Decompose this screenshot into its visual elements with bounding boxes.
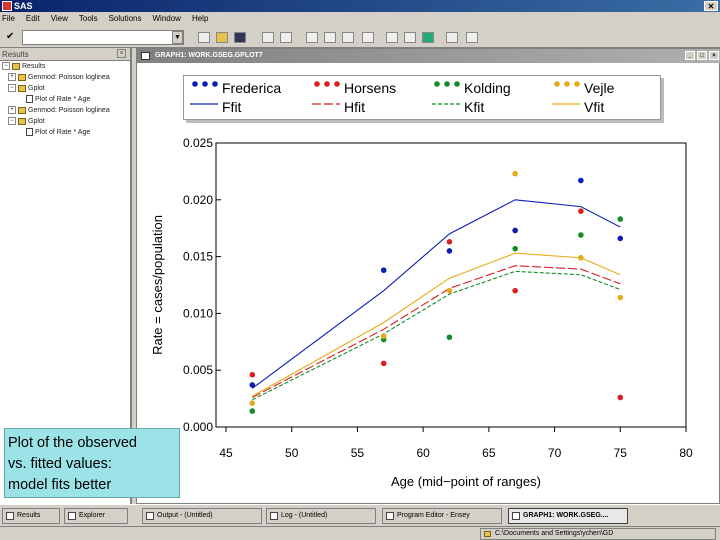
tree-item[interactable]: − Gplot — [0, 116, 130, 127]
collapse-icon[interactable]: − — [8, 117, 16, 126]
menu-view[interactable]: View — [50, 14, 68, 23]
maximize-icon[interactable]: □ — [697, 51, 707, 60]
callout-line: model fits better — [8, 477, 112, 493]
tree-item[interactable]: Plot of Rate * Age — [0, 127, 130, 138]
chevron-down-icon[interactable]: ▼ — [172, 31, 183, 44]
command-input[interactable] — [22, 30, 184, 45]
current-folder: C:\Documents and Settings\ychen\GD — [480, 528, 716, 540]
callout-line: Plot of the observed — [8, 435, 137, 451]
toolbar: ✔ ▼ — [0, 26, 720, 48]
collapse-icon[interactable]: − — [2, 62, 10, 71]
folder-icon — [18, 84, 26, 92]
task-log[interactable]: Log - (Untitled) — [266, 508, 376, 524]
window-taskbar: Results Explorer Output - (Untitled) Log… — [0, 504, 720, 526]
tree-item[interactable]: − Results — [0, 61, 130, 72]
tree-item[interactable]: + Genmod: Poisson loglinea — [0, 72, 130, 83]
save-icon[interactable] — [234, 32, 246, 43]
open-icon[interactable] — [216, 32, 228, 43]
undo-icon[interactable] — [362, 32, 374, 43]
collapse-icon[interactable]: − — [8, 84, 16, 93]
task-output[interactable]: Output - (Untitled) — [142, 508, 262, 524]
folder-icon — [12, 62, 20, 70]
help-icon[interactable] — [466, 32, 478, 43]
tree-item[interactable]: − Gplot — [0, 83, 130, 94]
log-icon — [270, 512, 278, 520]
check-icon[interactable]: ✔ — [6, 31, 15, 42]
copy-icon[interactable] — [324, 32, 336, 43]
plot-icon — [26, 128, 33, 137]
graph-window-title: GRAPH1: WORK.GSEG.GPLOT7 — [155, 52, 263, 59]
chart-icon[interactable] — [422, 32, 434, 43]
task-results[interactable]: Results — [2, 508, 60, 524]
folder-icon — [18, 106, 26, 114]
paste-icon[interactable] — [342, 32, 354, 43]
graph-icon — [512, 512, 520, 520]
callout-note: Plot of the observed vs. fitted values: … — [4, 428, 180, 498]
cut-icon[interactable] — [306, 32, 318, 43]
folder-icon — [484, 531, 491, 537]
results-header-label: Results — [2, 50, 29, 59]
results-icon — [6, 512, 14, 520]
tree-item[interactable]: Plot of Rate * Age — [0, 94, 130, 105]
minimize-icon[interactable]: _ — [685, 51, 695, 60]
callout-line: vs. fitted values: — [8, 456, 112, 472]
app-titlebar: SAS ✕ — [0, 0, 720, 12]
close-icon[interactable]: × — [117, 49, 126, 58]
expand-icon[interactable]: + — [8, 73, 16, 82]
chart-legend — [183, 75, 661, 120]
output-icon — [146, 512, 154, 520]
menu-help[interactable]: Help — [191, 14, 209, 23]
expand-icon[interactable]: + — [8, 106, 16, 115]
new-icon[interactable] — [198, 32, 210, 43]
editor-icon — [386, 512, 394, 520]
results-header: Results × — [0, 48, 130, 61]
menu-tools[interactable]: Tools — [78, 14, 98, 23]
print-icon[interactable] — [262, 32, 274, 43]
task-graph[interactable]: GRAPH1: WORK.GSEG.... — [508, 508, 628, 524]
tree-item[interactable]: + Genmod: Poisson loglinea — [0, 105, 130, 116]
task-program-editor[interactable]: Program Editor - Ensey — [382, 508, 502, 524]
close-icon[interactable]: ✕ — [704, 1, 718, 11]
explorer-icon — [68, 512, 76, 520]
graph-window-titlebar: GRAPH1: WORK.GSEG.GPLOT7 _ □ × — [137, 49, 720, 63]
print-preview-icon[interactable] — [280, 32, 292, 43]
zoom-icon[interactable] — [386, 32, 398, 43]
plot-icon — [26, 95, 33, 104]
status-bar: C:\Documents and Settings\ychen\GD — [0, 526, 720, 540]
folder-icon — [18, 117, 26, 125]
sas-app-icon — [2, 1, 12, 11]
app-title: SAS — [14, 1, 33, 11]
menu-window[interactable]: Window — [152, 14, 181, 23]
select-icon[interactable] — [446, 32, 458, 43]
close-icon[interactable]: × — [709, 51, 719, 60]
task-explorer[interactable]: Explorer — [64, 508, 128, 524]
menu-bar: File Edit View Tools Solutions Window He… — [0, 12, 720, 26]
menu-file[interactable]: File — [2, 14, 15, 23]
map-icon[interactable] — [404, 32, 416, 43]
folder-icon — [18, 73, 26, 81]
graph-icon — [141, 52, 150, 60]
menu-edit[interactable]: Edit — [25, 14, 40, 23]
menu-solutions[interactable]: Solutions — [108, 14, 142, 23]
